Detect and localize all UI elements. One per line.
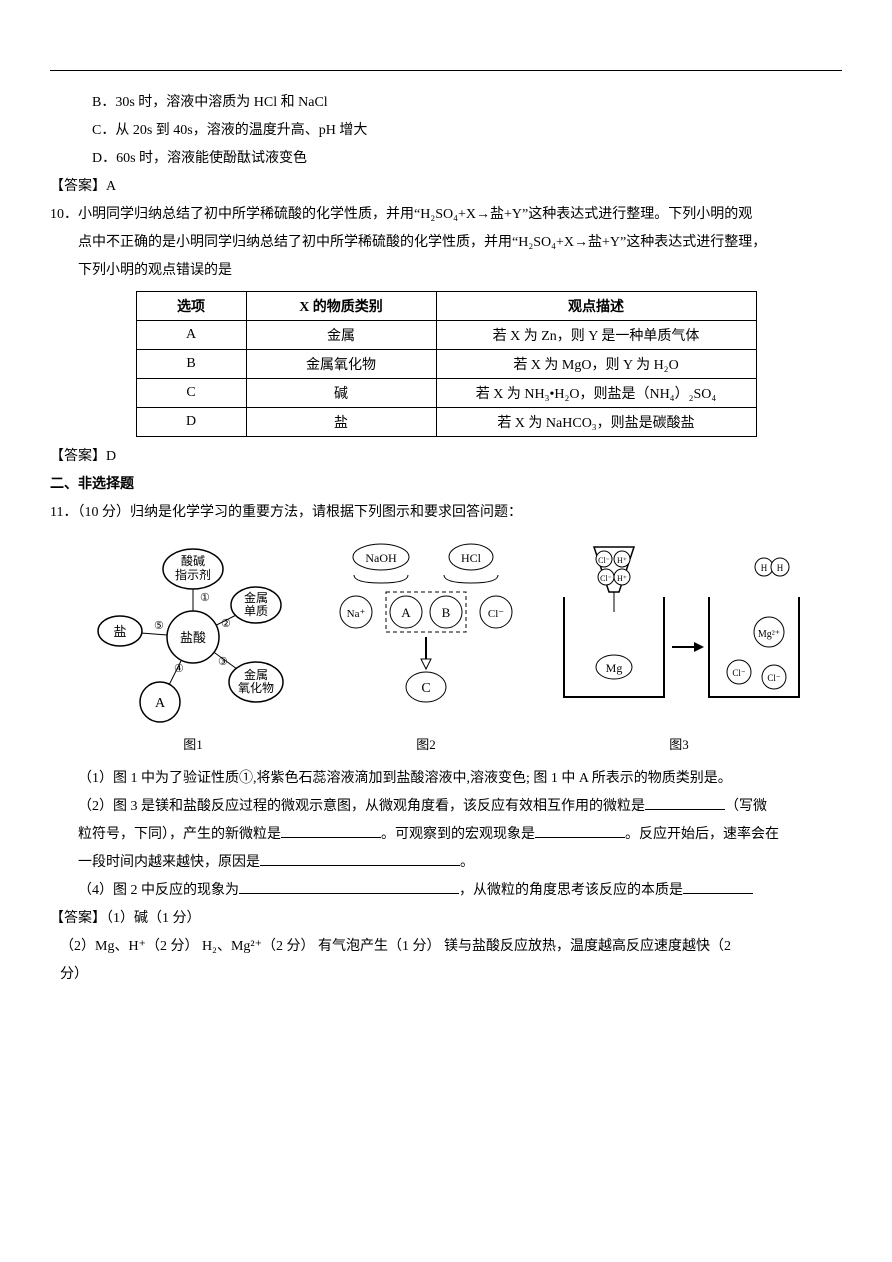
blank-5[interactable] [260,851,460,866]
cell-C1: 碱 [246,379,436,408]
blank-2[interactable] [645,795,725,810]
cell-C2: 若 X 为 NH₃•H₂O，则盐是（NH₄）₂SO₄ [436,379,756,408]
q11-p2f: 一段时间内越来越快，原因是 [78,855,260,870]
q11-p2-line2: 粒符号，下同），产生的新微粒是 。可观察到的宏观现象是 。反应开始后，速率会在 [50,821,842,849]
svg-text:H⁺: H⁺ [617,574,627,583]
q11-ans-2: （2）Mg、H⁺（2 分） H₂、Mg²⁺（2 分） 有气泡产生（1 分） 镁与… [50,933,842,961]
svg-text:金属: 金属 [244,590,268,605]
svg-text:氧化物: 氧化物 [238,681,274,695]
answer-9: 【答案】A [50,173,842,201]
svg-text:①: ① [200,592,210,604]
q11-p2c: 粒符号，下同），产生的新微粒是 [78,827,281,842]
figure-1: 盐酸 酸碱 指示剂 金属 单质 金属 氧化物 A 盐 ① [88,537,298,753]
q11-p2e: 。反应开始后，速率会在 [625,827,779,842]
cell-B2: 若 X 为 MgO，则 Y 为 H₂O [436,350,756,379]
svg-text:A: A [155,696,166,711]
q11-p2-line3: 一段时间内越来越快，原因是 。 [50,849,842,877]
svg-text:Cl⁻: Cl⁻ [732,668,746,678]
cell-A0: A [136,321,246,350]
fig1-caption: 图1 [88,734,298,753]
th-1: X 的物质类别 [246,292,436,321]
svg-text:H: H [777,563,784,573]
svg-text:⑤: ⑤ [154,620,164,632]
q11-p1a: （1）图 1 中为了验证性质①,将紫色石蕊溶液滴加到盐酸溶液中,溶液变色; 图 … [78,771,718,786]
cell-A2: 若 X 为 Zn，则 Y 是一种单质气体 [436,321,756,350]
q11-p2b: （写微 [725,799,767,814]
svg-text:Cl⁻: Cl⁻ [488,608,504,620]
q10-table: 选项 X 的物质类别 观点描述 A 金属 若 X 为 Zn，则 Y 是一种单质气… [136,291,757,437]
svg-text:盐: 盐 [113,624,126,639]
q11-p2d: 。可观察到的宏观现象是 [381,827,535,842]
q11-p2a: （2）图 3 是镁和盐酸反应过程的微观示意图，从微观角度看，该反应有效相互作用的… [78,799,645,814]
svg-text:Cl⁻: Cl⁻ [767,673,781,683]
fig3-caption: 图3 [554,734,804,753]
q11-ans-2b: 分） [50,961,842,989]
svg-text:盐酸: 盐酸 [180,630,206,645]
cell-D2: 若 X 为 NaHCO₃，则盐是碳酸盐 [436,408,756,437]
svg-text:指示剂: 指示剂 [175,567,211,582]
svg-text:C: C [421,681,430,696]
svg-text:Na⁺: Na⁺ [347,608,366,620]
svg-text:NaOH: NaOH [365,551,397,565]
answer-10: 【答案】D [50,443,842,471]
figure-row: 盐酸 酸碱 指示剂 金属 单质 金属 氧化物 A 盐 ① [50,537,842,753]
opt-B: B．30s 时，溶液中溶质为 HCl 和 NaCl [50,89,842,117]
opt-C: C．从 20s 到 40s，溶液的温度升高、pH 增大 [50,117,842,145]
blank-6[interactable] [239,879,459,894]
cell-C0: C [136,379,246,408]
svg-text:Cl⁻: Cl⁻ [600,574,612,583]
svg-text:Mg: Mg [606,661,623,675]
blank-4[interactable] [535,823,625,838]
svg-text:②: ② [221,618,231,630]
cell-D1: 盐 [246,408,436,437]
fig2-caption: 图2 [326,734,526,753]
q10-stem-2: 点中不正确的是小明同学归纳总结了初中所学稀硫酸的化学性质，并用“H₂SO₄+X→… [50,229,842,257]
th-0: 选项 [136,292,246,321]
q11-p2-line1: （2）图 3 是镁和盐酸反应过程的微观示意图，从微观角度看，该反应有效相互作用的… [50,793,842,821]
figure-3: Cl⁻ H⁺ Cl⁻ H⁺ Mg H H Mg²⁺ Cl⁻ Cl⁻ [554,537,804,753]
svg-text:③: ③ [218,656,228,668]
svg-text:H⁺: H⁺ [617,556,627,565]
cell-D0: D [136,408,246,437]
q11-stem: 11．（10 分）归纳是化学学习的重要方法，请根据下列图示和要求回答问题： [50,499,842,527]
section-2-title: 二、非选择题 [50,471,842,499]
cell-B0: B [136,350,246,379]
svg-text:Cl⁻: Cl⁻ [598,556,610,565]
q11-ans-1: 【答案】（1）碱（1 分） [50,905,842,933]
figure-2: NaOH HCl Na⁺ A B Cl⁻ [326,537,526,753]
svg-text:④: ④ [174,663,184,675]
svg-text:B: B [442,605,451,620]
svg-text:H: H [761,563,768,573]
svg-text:单质: 单质 [244,604,268,618]
q11-p4: （4）图 2 中反应的现象为 ，从微粒的角度思考该反应的本质是 [50,877,842,905]
q11-p4b: ，从微粒的角度思考该反应的本质是 [459,883,683,898]
blank-7[interactable] [683,879,753,894]
svg-text:HCl: HCl [461,551,482,565]
svg-text:金属: 金属 [244,667,268,682]
q11-p1: （1）图 1 中为了验证性质①,将紫色石蕊溶液滴加到盐酸溶液中,溶液变色; 图 … [50,765,842,793]
cell-B1: 金属氧化物 [246,350,436,379]
q10-stem-1: 10．小明同学归纳总结了初中所学稀硫酸的化学性质，并用“H₂SO₄+X→盐+Y”… [50,201,842,229]
q10-stem-3: 下列小明的观点错误的是 [50,257,842,285]
opt-D: D．60s 时，溶液能使酚酞试液变色 [50,145,842,173]
svg-text:A: A [401,605,411,620]
svg-text:酸碱: 酸碱 [181,553,205,568]
q11-p1b: 。 [718,771,732,786]
q11-p4a: （4）图 2 中反应的现象为 [78,883,239,898]
blank-3[interactable] [281,823,381,838]
th-2: 观点描述 [436,292,756,321]
cell-A1: 金属 [246,321,436,350]
q11-p2g: 。 [460,855,474,870]
svg-text:Mg²⁺: Mg²⁺ [758,629,780,640]
